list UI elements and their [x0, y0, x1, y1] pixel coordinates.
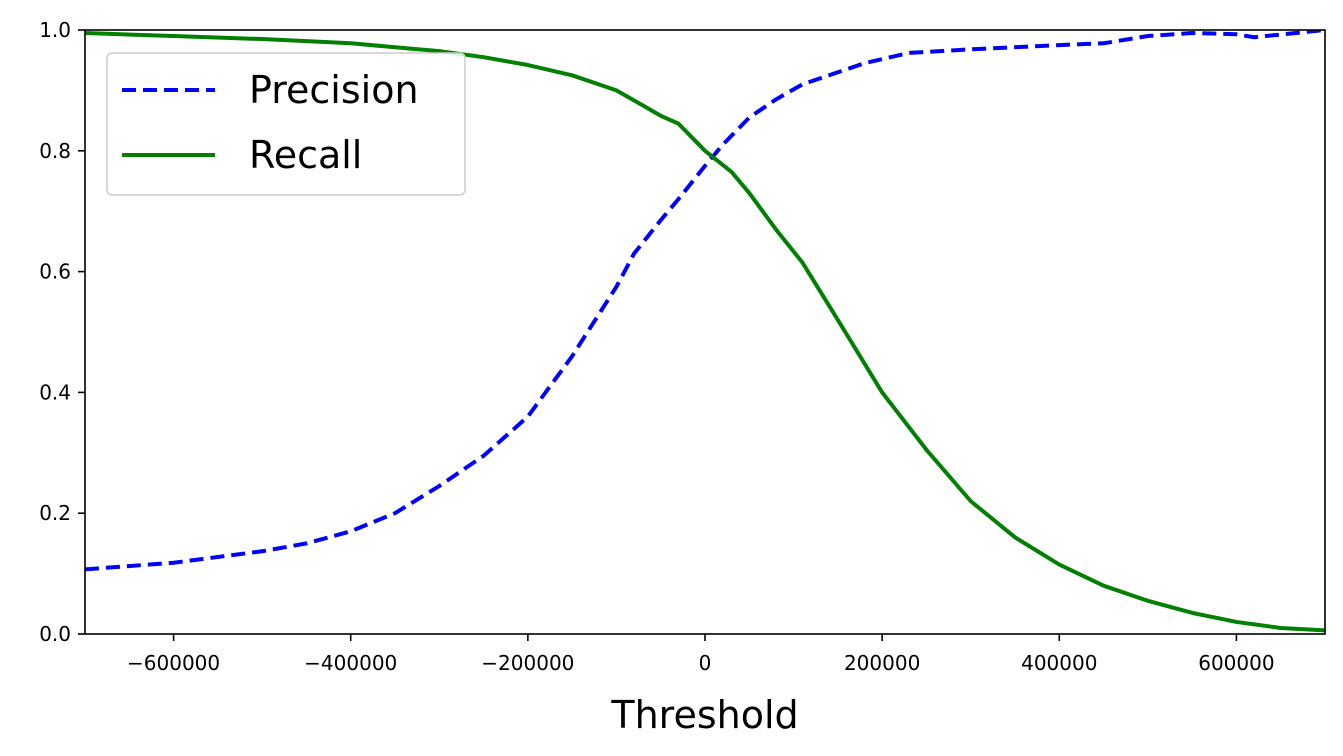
y-tick-label: 0.2 [39, 501, 71, 525]
y-tick-label: 0.6 [39, 260, 71, 284]
x-axis-title: Threshold [610, 693, 798, 737]
series-line-recall [85, 31, 1325, 633]
x-tick-label: 400000 [1021, 651, 1097, 675]
x-tick-label: 0 [699, 651, 712, 675]
x-tick-label: 600000 [1198, 651, 1274, 675]
y-tick-label: 1.0 [39, 18, 71, 42]
series-lines [85, 30, 1325, 633]
legend: Precision Recall [106, 52, 466, 196]
y-tick-label: 0.4 [39, 380, 71, 404]
x-tick-label: −600000 [127, 651, 220, 675]
x-tick-label: −400000 [304, 651, 397, 675]
x-tick-label: 200000 [844, 651, 920, 675]
x-tick-label: −200000 [481, 651, 574, 675]
y-tick-label: 0.8 [39, 139, 71, 163]
legend-label-recall: Recall [249, 133, 362, 177]
plot-area [85, 30, 1325, 633]
legend-label-precision: Precision [249, 68, 419, 112]
y-tick-label: 0.0 [39, 622, 71, 646]
axes: −600000 −400000 −200000 0 200000 400000 600000… [39, 18, 1326, 737]
